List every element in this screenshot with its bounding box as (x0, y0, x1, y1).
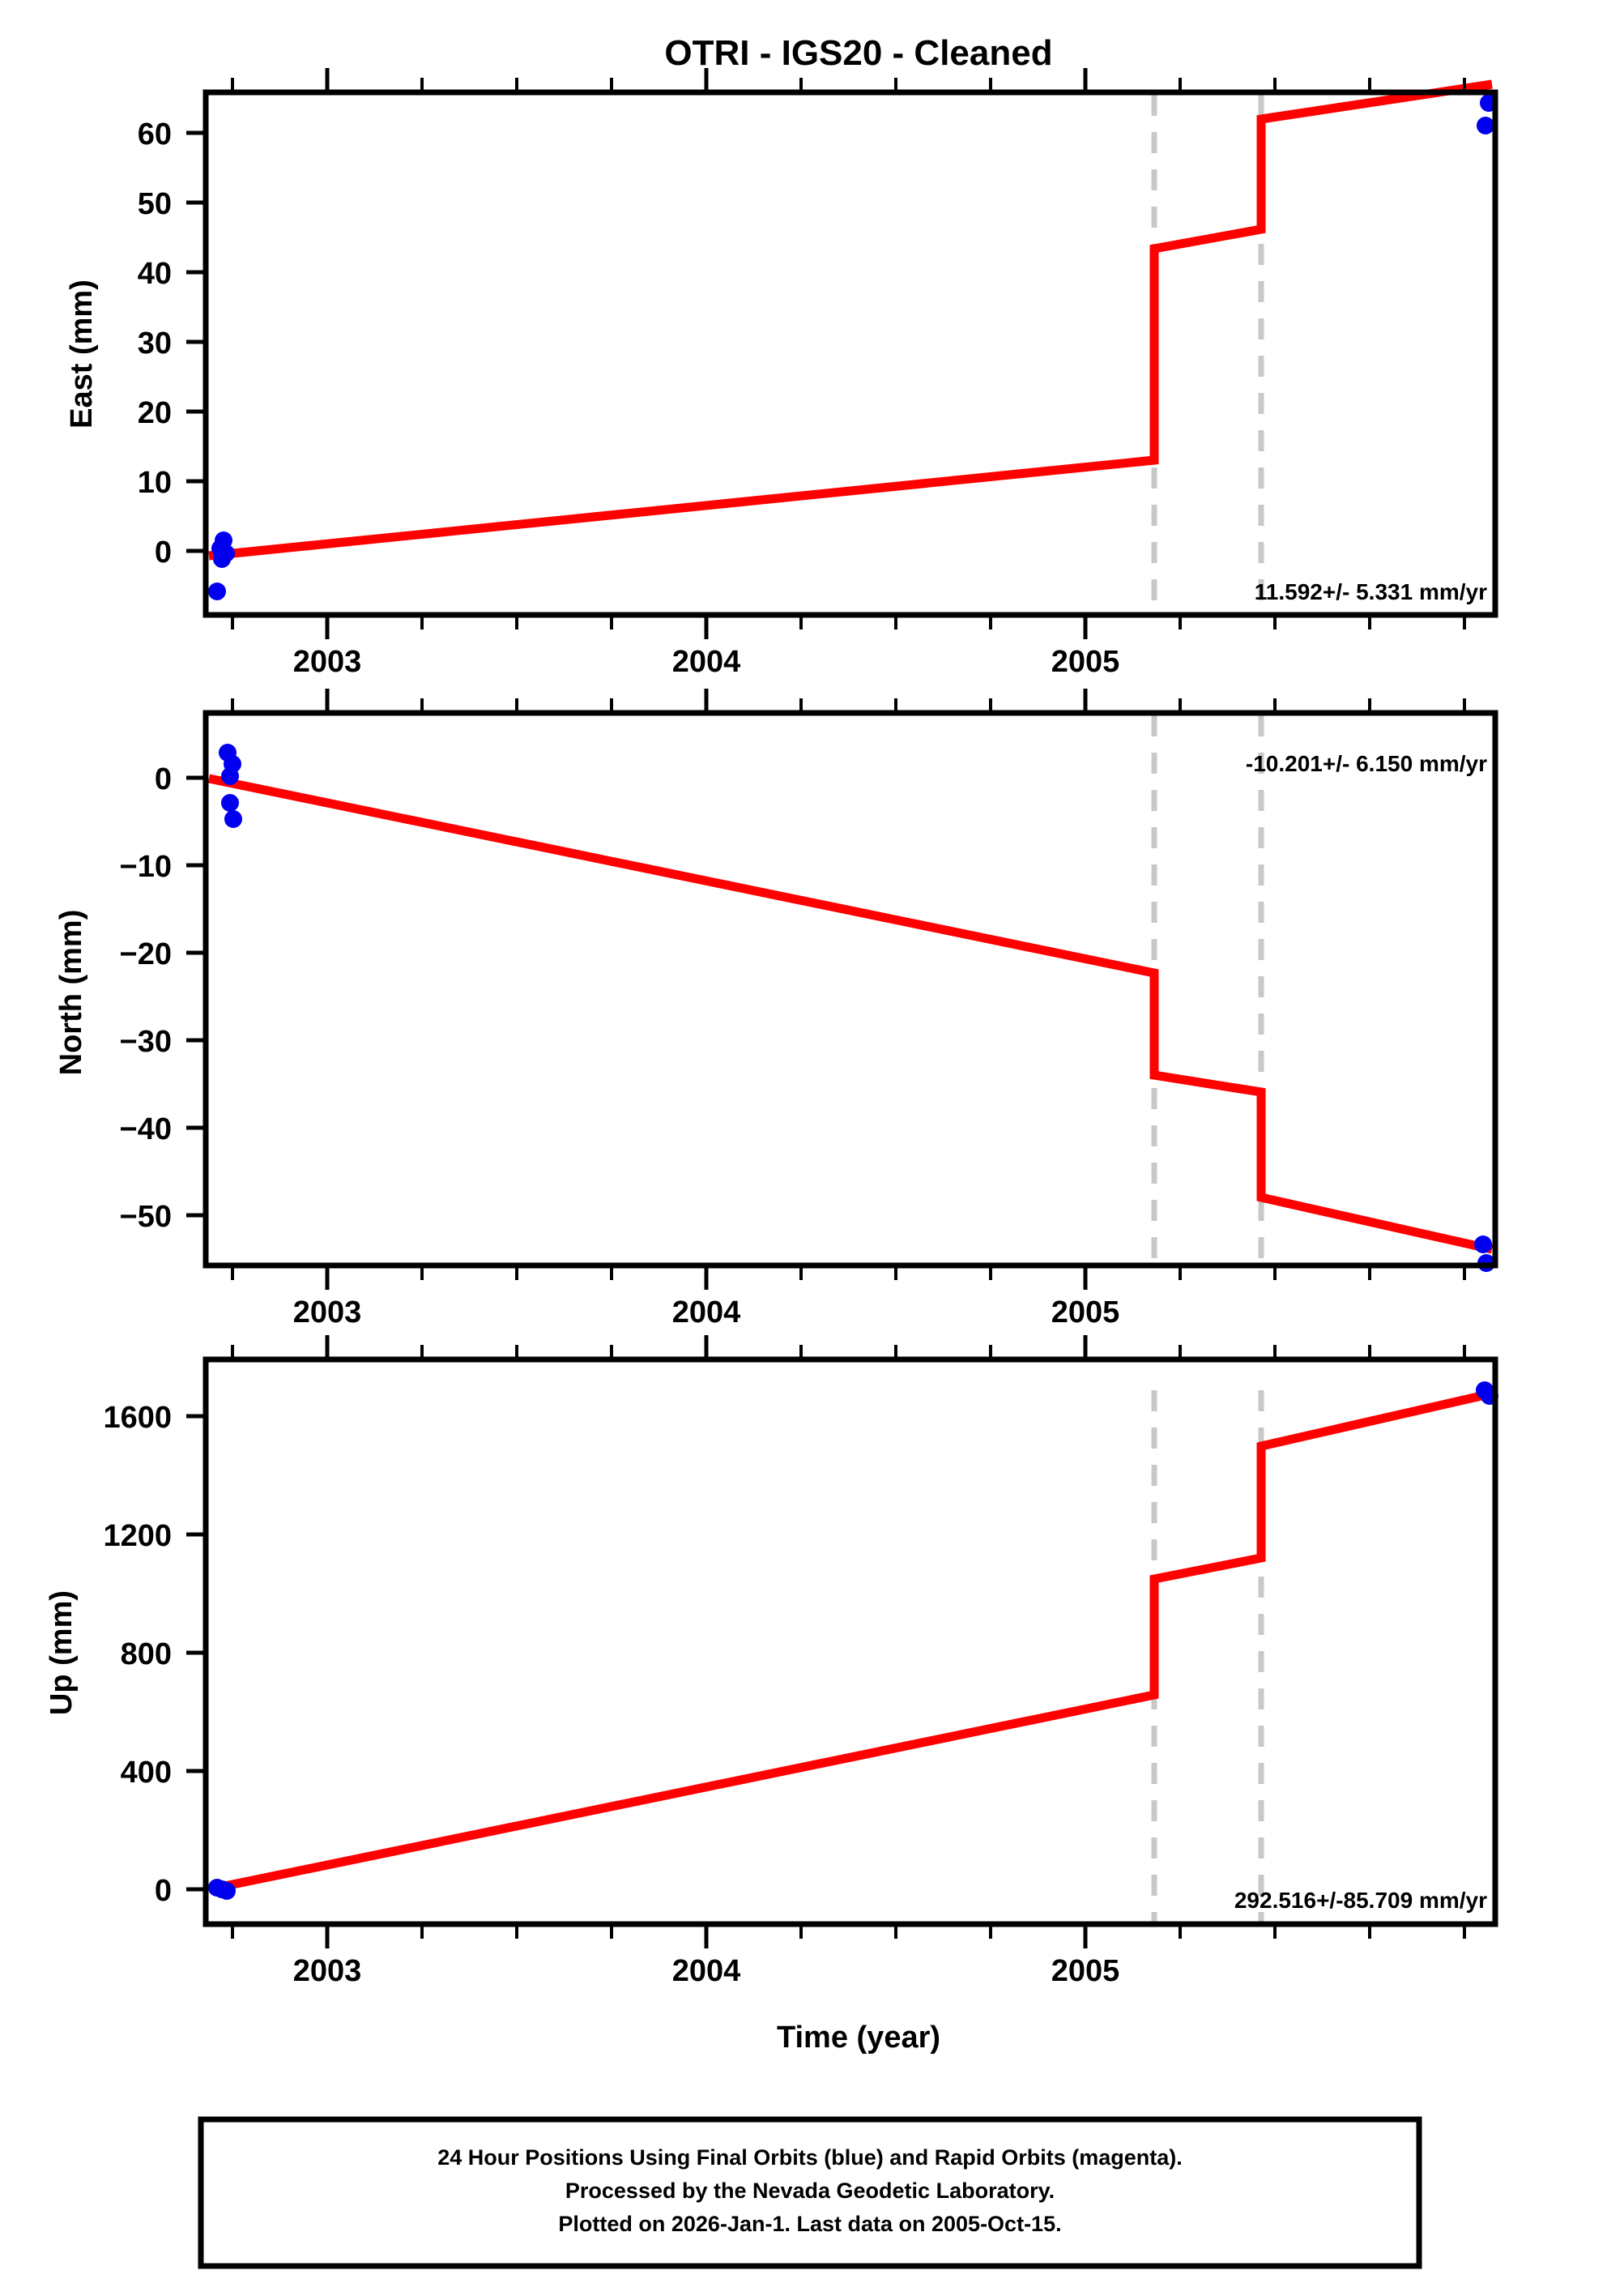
east-model-line (208, 79, 1493, 561)
data-point (224, 810, 242, 828)
caption-line-2: Processed by the Nevada Geodetic Laborat… (565, 2179, 1055, 2203)
north-rate-annotation: -10.201+/- 6.150 mm/yr (1246, 751, 1487, 776)
y-tick-label: 0 (155, 1874, 172, 1908)
data-point (213, 1880, 231, 1898)
panel-up: 0 400 800 1200 1600 Up (mm) (45, 1335, 1498, 2055)
caption-box-group: 24 Hour Positions Using Final Orbits (bl… (198, 2116, 1422, 2269)
y-tick-label: −50 (120, 1200, 172, 1234)
x-tick-label: 2004 (672, 645, 741, 679)
north-y-tick-labels: 0 −10 −20 −30 −40 −50 (120, 762, 172, 1234)
up-axes-frame (202, 1356, 1498, 1927)
y-tick-label: 50 (138, 187, 172, 221)
north-axes-frame (202, 710, 1498, 1269)
y-tick-label: −10 (120, 850, 172, 884)
x-tick-label: 2005 (1051, 645, 1120, 679)
up-rate-annotation: 292.516+/-85.709 mm/yr (1234, 1888, 1487, 1913)
x-tick-label: 2003 (293, 1295, 362, 1329)
east-y-tick-labels: 0 10 20 30 40 50 60 (138, 117, 172, 570)
caption-line-3: Plotted on 2026-Jan-1. Last data on 2005… (558, 2212, 1061, 2236)
north-x-ticks (231, 689, 1466, 1290)
y-tick-label: −20 (120, 937, 172, 971)
y-tick-label: −40 (120, 1112, 172, 1146)
data-point (221, 767, 239, 785)
caption-line-1: 24 Hour Positions Using Final Orbits (bl… (437, 2145, 1183, 2170)
east-rate-annotation: 11.592+/- 5.331 mm/yr (1255, 579, 1487, 604)
up-x-ticks (231, 1335, 1466, 1948)
north-x-tick-labels: 2003 2004 2005 (293, 1295, 1120, 1329)
x-tick-label: 2005 (1051, 1295, 1120, 1329)
up-model-line (207, 1389, 1494, 1894)
panel-north: 0 −10 −20 −30 −40 −50 North (mm) (54, 689, 1498, 1329)
east-x-tick-labels: 2003 2004 2005 (293, 645, 1120, 679)
east-x-ticks (231, 68, 1466, 639)
x-tick-label: 2004 (672, 1295, 741, 1329)
y-tick-label: 20 (138, 396, 172, 430)
y-tick-label: 800 (121, 1637, 172, 1671)
east-axes-frame (202, 89, 1498, 618)
north-model-line (207, 774, 1494, 1254)
y-tick-label: 40 (138, 257, 172, 291)
x-tick-label: 2003 (293, 1954, 362, 1988)
x-tick-label: 2003 (293, 645, 362, 679)
y-tick-label: −30 (120, 1025, 172, 1059)
east-y-ticks (186, 130, 206, 553)
y-tick-label: 60 (138, 117, 172, 152)
y-tick-label: 1200 (103, 1519, 172, 1553)
x-tick-label: 2004 (672, 1954, 741, 1988)
page-title: OTRI - IGS20 - Cleaned (664, 33, 1052, 73)
data-point (208, 583, 226, 600)
up-x-tick-labels: 2003 2004 2005 (293, 1954, 1120, 1988)
data-point (1477, 117, 1494, 134)
y-tick-label: 10 (138, 466, 172, 500)
up-y-tick-labels: 0 400 800 1200 1600 (103, 1401, 172, 1908)
up-y-ticks (186, 1414, 206, 1892)
north-y-ticks (186, 775, 206, 1218)
north-y-axis-label: North (mm) (54, 910, 88, 1076)
x-axis-label: Time (year) (777, 2021, 940, 2055)
data-point (217, 544, 235, 562)
y-tick-label: 1600 (103, 1401, 172, 1435)
caption-box (198, 2116, 1422, 2269)
data-point (221, 794, 239, 812)
east-data-points (208, 94, 1498, 600)
east-y-axis-label: East (mm) (65, 280, 99, 429)
y-tick-label: 0 (155, 762, 172, 796)
up-y-axis-label: Up (mm) (45, 1590, 79, 1715)
panel-east: 0 10 20 30 40 50 60 East (mm) (65, 68, 1498, 679)
data-point (1474, 1235, 1492, 1253)
y-tick-label: 400 (121, 1756, 172, 1790)
y-tick-label: 0 (155, 536, 172, 570)
y-tick-label: 30 (138, 326, 172, 361)
x-tick-label: 2005 (1051, 1954, 1120, 1988)
